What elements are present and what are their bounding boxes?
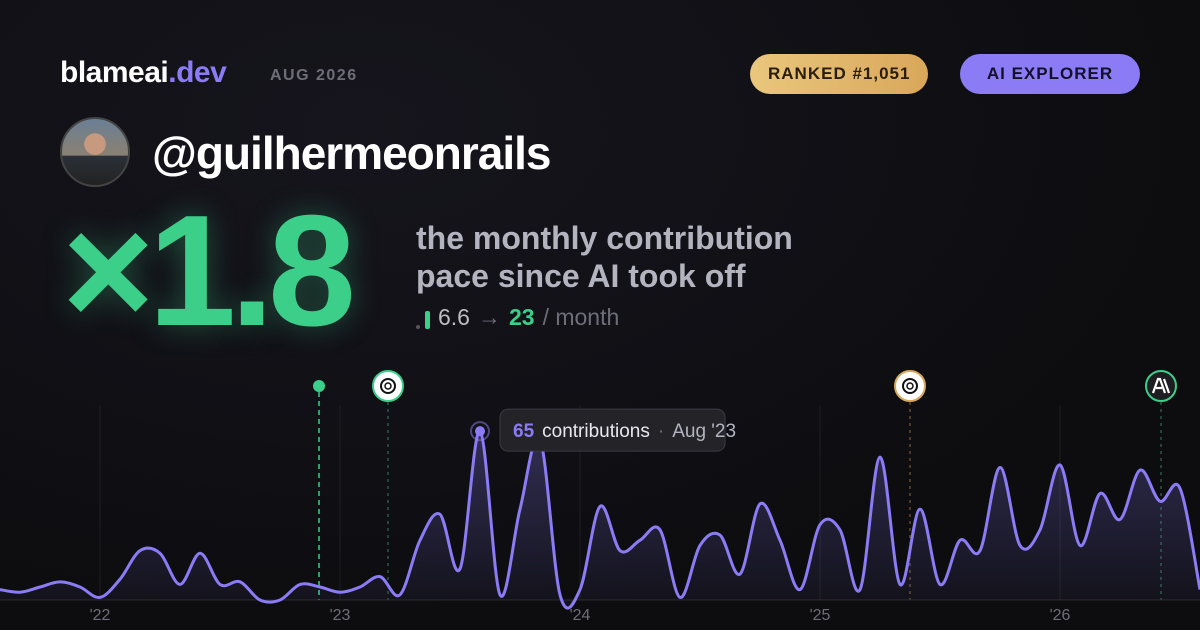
area	[0, 431, 1200, 609]
tooltip-label: contributions	[542, 421, 650, 442]
rank-badge: RANKED #1,051	[750, 54, 929, 94]
tooltip	[499, 408, 726, 452]
multiplier: ×1.8	[62, 183, 356, 359]
openai-icon	[372, 370, 404, 402]
anthropic-icon	[1145, 370, 1177, 402]
openai-icon	[894, 370, 926, 402]
pace: 6.6 → 23 / month	[416, 304, 619, 331]
x-tick-label: '24	[570, 607, 591, 624]
x-tick-label: '22	[90, 607, 111, 624]
brand: blameai.dev	[60, 56, 227, 90]
avatar	[60, 117, 130, 187]
tooltip-date: Aug '23	[672, 421, 736, 442]
pace-icon	[416, 307, 430, 329]
x-tick-label: '25	[810, 607, 831, 624]
x-tick-label: '23	[330, 607, 351, 624]
pace-after: 23	[508, 304, 535, 330]
description: pace since AI took off	[416, 258, 746, 294]
event-dot	[313, 380, 325, 392]
line	[0, 429, 1200, 610]
tooltip-value: 65	[513, 421, 535, 442]
pace-arrow: →	[477, 304, 501, 330]
handle: @guilhermeonrails	[152, 127, 552, 179]
pace-before: 6.6	[438, 304, 470, 330]
brand-name: blameai	[60, 56, 169, 89]
tooltip-sep: ·	[658, 421, 664, 442]
x-tick-label: '26	[1050, 607, 1071, 624]
pace-unit: / month	[542, 304, 620, 330]
brand-suffix: .dev	[168, 56, 227, 89]
period: AUG 2026	[270, 67, 358, 84]
tooltip-text: 65 contributions · Aug '23	[513, 421, 736, 442]
description: the monthly contribution	[416, 220, 793, 256]
tier-badge: AI EXPLORER	[960, 54, 1140, 94]
highlight-point	[475, 426, 485, 437]
highlight-ring	[470, 421, 490, 442]
